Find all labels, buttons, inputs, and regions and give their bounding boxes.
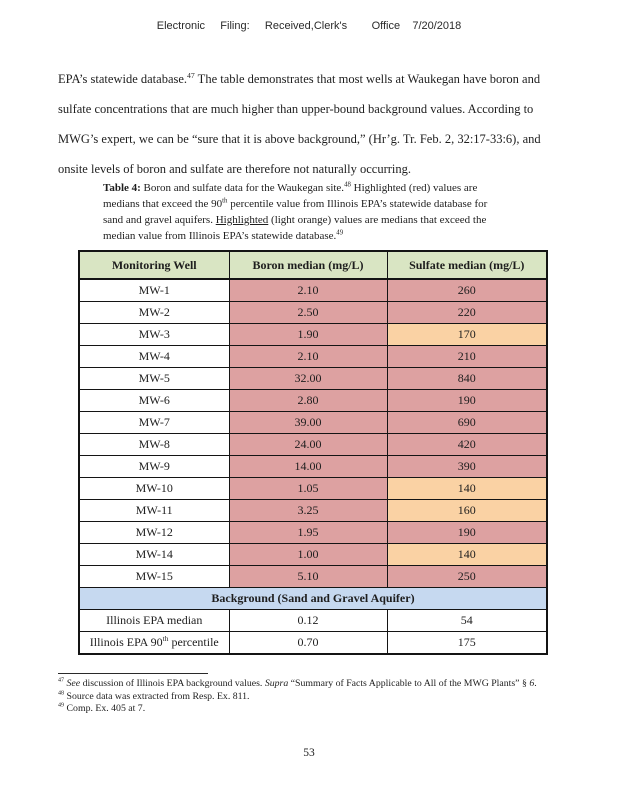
table-row: MW-3 1.90 170 [78, 323, 548, 346]
boron-cell: 32.00 [228, 367, 388, 390]
table-row: MW-2 2.50 220 [78, 301, 548, 324]
boron-cell: 0.70 [228, 631, 388, 655]
sulfate-cell: 54 [386, 609, 548, 632]
footnote-separator [58, 673, 208, 674]
sulfate-cell: 140 [386, 543, 548, 566]
boron-cell: 3.25 [228, 499, 388, 522]
sulfate-cell: 690 [386, 411, 548, 434]
background-label-cell: Illinois EPA median [78, 609, 230, 632]
page-number: 53 [303, 747, 315, 759]
boron-cell: 1.05 [228, 477, 388, 500]
boron-cell: 2.10 [228, 278, 388, 302]
table-row: MW-9 14.00 390 [78, 455, 548, 478]
well-cell: MW-2 [78, 301, 230, 324]
background-section-row: Background (Sand and Gravel Aquifer) [78, 587, 548, 610]
well-cell: MW-10 [78, 477, 230, 500]
table-row: MW-1 2.10 260 [78, 278, 548, 302]
boron-cell: 2.10 [228, 345, 388, 368]
table-row: MW-11 3.25 160 [78, 499, 548, 522]
column-header-monitoring-well: Monitoring Well [78, 250, 230, 280]
well-cell: MW-11 [78, 499, 230, 522]
well-cell: MW-8 [78, 433, 230, 456]
well-cell: MW-4 [78, 345, 230, 368]
boron-cell: 2.50 [228, 301, 388, 324]
table-row: MW-12 1.95 190 [78, 521, 548, 544]
well-cell: MW-1 [78, 278, 230, 302]
column-header-boron-median: Boron median (mg/L) [228, 250, 388, 280]
sulfate-cell: 250 [386, 565, 548, 588]
column-header-sulfate-median: Sulfate median (mg/L) [386, 250, 548, 280]
table-row: MW-5 32.00 840 [78, 367, 548, 390]
data-table: Monitoring Well Boron median (mg/L) Sulf… [78, 250, 548, 655]
sulfate-cell: 260 [386, 278, 548, 302]
sulfate-cell: 160 [386, 499, 548, 522]
boron-cell: 1.95 [228, 521, 388, 544]
boron-cell: 0.12 [228, 609, 388, 632]
table-row: MW-10 1.05 140 [78, 477, 548, 500]
background-row: Illinois EPA median 0.12 54 [78, 609, 548, 632]
table-caption: Table 4: Boron and sulfate data for the … [103, 181, 488, 242]
footnote-47: 47 See discussion of Illinois EPA backgr… [58, 677, 537, 689]
table-row: MW-6 2.80 190 [78, 389, 548, 412]
body-paragraph: EPA’s statewide database.47 The table de… [58, 70, 541, 176]
footnotes-block: 47 See discussion of Illinois EPA backgr… [58, 678, 566, 716]
boron-cell: 2.80 [228, 389, 388, 412]
table-row: MW-15 5.10 250 [78, 565, 548, 588]
well-cell: MW-15 [78, 565, 230, 588]
background-row: Illinois EPA 90th percentile 0.70 175 [78, 631, 548, 655]
well-cell: MW-6 [78, 389, 230, 412]
sulfate-cell: 170 [386, 323, 548, 346]
table-row: MW-14 1.00 140 [78, 543, 548, 566]
well-cell: MW-9 [78, 455, 230, 478]
boron-cell: 24.00 [228, 433, 388, 456]
boron-cell: 5.10 [228, 565, 388, 588]
table-row: MW-7 39.00 690 [78, 411, 548, 434]
table-header-row: Monitoring Well Boron median (mg/L) Sulf… [78, 250, 548, 280]
well-cell: MW-3 [78, 323, 230, 346]
footnote-48: 48 Source data was extracted from Resp. … [58, 690, 250, 702]
sulfate-cell: 420 [386, 433, 548, 456]
footnote-49: 49 Comp. Ex. 405 at 7. [58, 702, 146, 714]
sulfate-cell: 190 [386, 521, 548, 544]
boron-cell: 14.00 [228, 455, 388, 478]
table-body: MW-1 2.10 260 MW-2 2.50 220 MW-3 1.90 170 MW-4 2.1… [78, 278, 548, 655]
boron-cell: 39.00 [228, 411, 388, 434]
sulfate-cell: 390 [386, 455, 548, 478]
sulfate-cell: 175 [386, 631, 548, 655]
boron-cell: 1.00 [228, 543, 388, 566]
background-section-header: Background (Sand and Gravel Aquifer) [78, 587, 548, 610]
table-row: MW-4 2.10 210 [78, 345, 548, 368]
filing-header: Electronic Filing: Received,Clerk's Offi… [156, 20, 462, 32]
background-label-cell: Illinois EPA 90th percentile [78, 631, 230, 655]
boron-cell: 1.90 [228, 323, 388, 346]
well-cell: MW-14 [78, 543, 230, 566]
sulfate-cell: 840 [386, 367, 548, 390]
sulfate-cell: 210 [386, 345, 548, 368]
well-cell: MW-12 [78, 521, 230, 544]
sulfate-cell: 220 [386, 301, 548, 324]
well-cell: MW-7 [78, 411, 230, 434]
table-row: MW-8 24.00 420 [78, 433, 548, 456]
sulfate-cell: 190 [386, 389, 548, 412]
sulfate-cell: 140 [386, 477, 548, 500]
well-cell: MW-5 [78, 367, 230, 390]
